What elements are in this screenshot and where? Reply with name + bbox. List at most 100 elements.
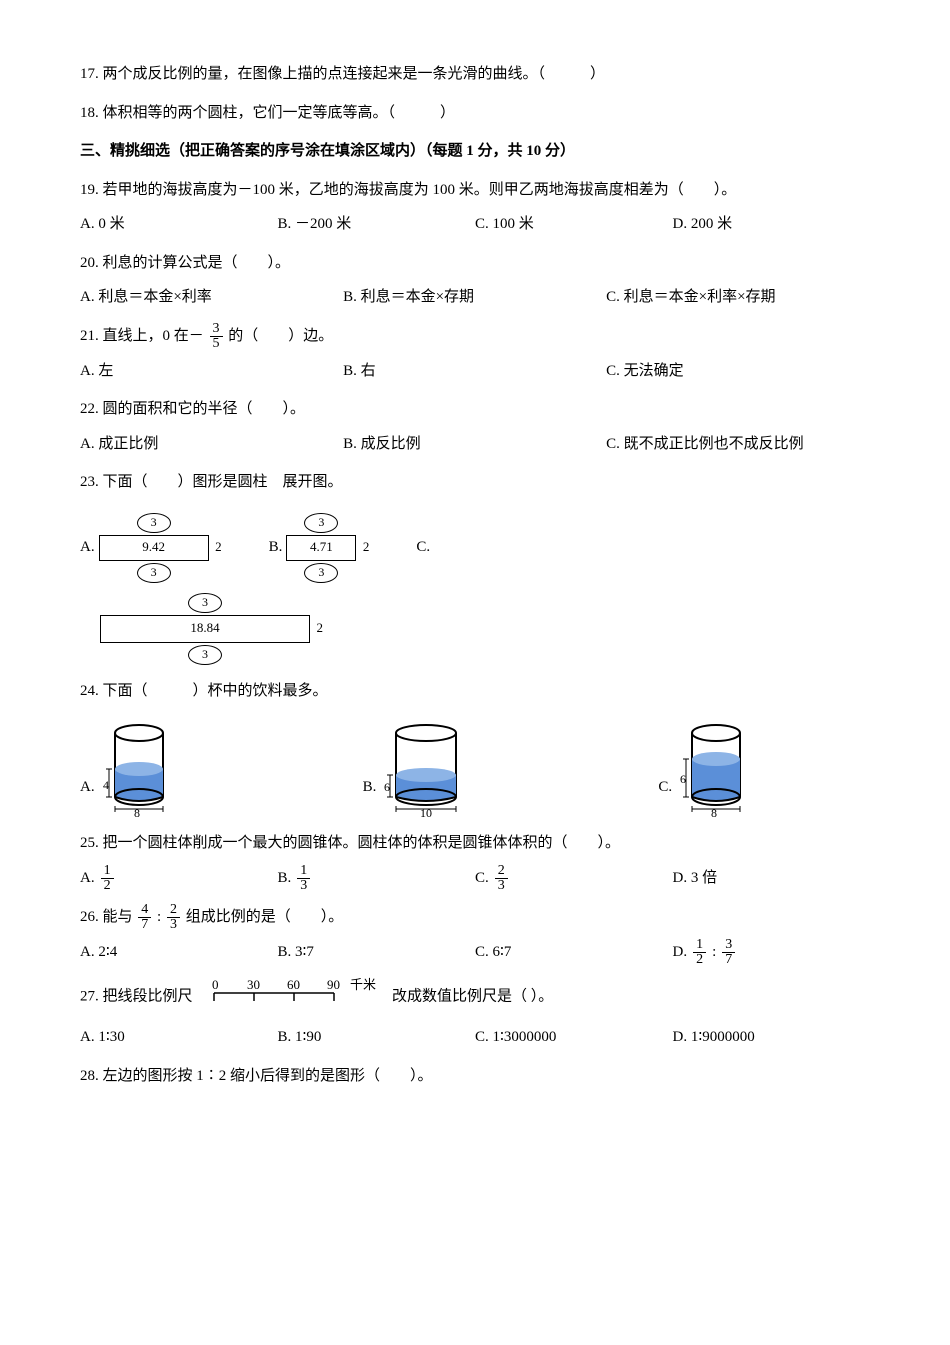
option-b[interactable]: B. 利息＝本金×存期 [343, 283, 606, 312]
cups-row: A. 4 8 B. [80, 719, 870, 819]
qnum: 22. [80, 401, 99, 417]
option-c[interactable]: C. 利息＝本金×利率×存期 [606, 283, 869, 312]
tick-1: 30 [247, 977, 260, 992]
net-bottom-circle: 3 [188, 645, 222, 665]
options: A. 2∶4 B. 3∶7 C. 6∶7 D. 12 : 37 [80, 938, 870, 967]
question-24: 24. 下面（ ）杯中的饮料最多。 A. 4 8 B. [80, 677, 870, 820]
qnum: 28. [80, 1068, 99, 1084]
net-bottom-circle: 3 [304, 563, 338, 583]
qtext: 下面（ ）图形是圆柱 展开图。 [103, 474, 343, 490]
option-b[interactable]: B. 3 4.71 2 3 [269, 511, 357, 585]
qnum: 21. [80, 328, 99, 344]
question-28: 28. 左边的图形按 1∶2 缩小后得到的是图形（ ）。 [80, 1062, 870, 1091]
cup-c-svg: 6 8 [678, 719, 748, 819]
question-23: 23. 下面（ ）图形是圆柱 展开图。 A. 3 9.42 2 3 B. 3 4… [80, 468, 870, 667]
option-d[interactable]: D. 12 : 37 [673, 938, 871, 967]
question-17: 17. 两个成反比例的量，在图像上描的点连接起来是一条光滑的曲线。（ ） [80, 60, 870, 89]
option-c[interactable]: C. [416, 533, 430, 562]
cup-height-label: 6 [384, 780, 390, 794]
fraction: 12 [101, 864, 114, 893]
option-b[interactable]: B. 6 10 [363, 719, 467, 819]
options: A. 成正比例 B. 成反比例 C. 既不成正比例也不成反比例 [80, 430, 870, 459]
net-rect: 18.84 2 [100, 615, 310, 643]
question-20: 20. 利息的计算公式是（ ）。 A. 利息＝本金×利率 B. 利息＝本金×存期… [80, 249, 870, 312]
qtext: 若甲地的海拔高度为－100 米，乙地的海拔高度为 100 米。则甲乙两地海拔高度… [103, 182, 737, 198]
qnum: 24. [80, 683, 99, 699]
option-a[interactable]: A. 1∶30 [80, 1023, 278, 1052]
option-a[interactable]: A. 4 8 [80, 719, 171, 819]
option-d[interactable]: D. 200 米 [673, 210, 871, 239]
option-c[interactable]: C. 23 [475, 864, 673, 893]
fraction: 3 5 [210, 322, 223, 351]
qnum: 18. [80, 105, 99, 121]
option-a[interactable]: A. 12 [80, 864, 278, 893]
fraction: 23 [167, 903, 180, 932]
option-d[interactable]: D. 3 倍 [673, 864, 871, 893]
question-27: 27. 把线段比例尺 0 30 60 90 千米 改成数值比例尺是（ ）。 A.… [80, 977, 870, 1052]
options: A. 利息＝本金×利率 B. 利息＝本金×存期 C. 利息＝本金×利率×存期 [80, 283, 870, 312]
option-c[interactable]: C. 既不成正比例也不成反比例 [606, 430, 869, 459]
cup-height-label: 6 [680, 772, 686, 786]
fraction: 23 [495, 864, 508, 893]
option-a[interactable]: A. 利息＝本金×利率 [80, 283, 343, 312]
cup-a-svg: 4 8 [101, 719, 171, 819]
net-row-1: A. 3 9.42 2 3 B. 3 4.71 2 3 C. [80, 511, 870, 585]
tick-0: 0 [212, 977, 219, 992]
net-top-circle: 3 [188, 593, 222, 613]
ratio-colon: : [157, 909, 161, 925]
scale-unit: 千米 [350, 977, 376, 992]
option-d[interactable]: D. 1∶9000000 [673, 1023, 871, 1052]
option-c[interactable]: C. 6 8 [658, 719, 748, 819]
option-c[interactable]: C. 6∶7 [475, 938, 673, 967]
cup-b-svg: 6 10 [382, 719, 466, 819]
option-a[interactable]: A. 2∶4 [80, 938, 278, 967]
question-19: 19. 若甲地的海拔高度为－100 米，乙地的海拔高度为 100 米。则甲乙两地… [80, 176, 870, 239]
option-b[interactable]: B. 13 [278, 864, 476, 893]
opt-label: A. [80, 533, 95, 562]
qtext: 体积相等的两个圆柱，它们一定等底等高。（ ） [103, 105, 456, 121]
qnum: 19. [80, 182, 99, 198]
cylinder-net-a: 3 9.42 2 3 [99, 511, 209, 585]
fraction: 47 [138, 903, 151, 932]
ratio-colon: : [712, 938, 716, 967]
qnum: 25. [80, 835, 99, 851]
question-18: 18. 体积相等的两个圆柱，它们一定等底等高。（ ） [80, 99, 870, 128]
qtext: 圆的面积和它的半径（ ）。 [103, 401, 306, 417]
opt-label: B. [269, 533, 283, 562]
options: A. 0 米 B. －200 米 C. 100 米 D. 200 米 [80, 210, 870, 239]
fraction: 12 [693, 938, 706, 967]
qtext-pre: 能与 [103, 909, 133, 925]
section-3-title: 三、精挑细选（把正确答案的序号涂在填涂区域内）（每题 1 分，共 10 分） [80, 137, 870, 166]
qnum: 27. [80, 988, 99, 1004]
qtext-pre: 把线段比例尺 [103, 988, 193, 1004]
qtext-pre: 直线上，0 在－ [103, 328, 204, 344]
option-a[interactable]: A. 成正比例 [80, 430, 343, 459]
tick-3: 90 [327, 977, 340, 992]
option-b[interactable]: B. 右 [343, 357, 606, 386]
option-c[interactable]: C. 无法确定 [606, 357, 869, 386]
option-a[interactable]: A. 3 9.42 2 3 [80, 511, 209, 585]
fraction: 13 [297, 864, 310, 893]
option-a[interactable]: A. 左 [80, 357, 343, 386]
options: A. 12 B. 13 C. 23 D. 3 倍 [80, 864, 870, 893]
fraction: 37 [722, 938, 735, 967]
tick-2: 60 [287, 977, 300, 992]
opt-label: B. [363, 773, 377, 802]
options: A. 左 B. 右 C. 无法确定 [80, 357, 870, 386]
option-c[interactable]: C. 1∶3000000 [475, 1023, 673, 1052]
qtext: 下面（ ）杯中的饮料最多。 [103, 683, 328, 699]
question-21: 21. 直线上，0 在－ 3 5 的（ ）边。 A. 左 B. 右 C. 无法确… [80, 322, 870, 386]
option-a[interactable]: A. 0 米 [80, 210, 278, 239]
opt-label: C. [416, 533, 430, 562]
option-b[interactable]: B. 成反比例 [343, 430, 606, 459]
option-b[interactable]: B. 1∶90 [278, 1023, 476, 1052]
option-b[interactable]: B. －200 米 [278, 210, 476, 239]
option-c[interactable]: C. 100 米 [475, 210, 673, 239]
question-26: 26. 能与 47 : 23 组成比例的是（ ）。 A. 2∶4 B. 3∶7 … [80, 903, 870, 967]
opt-label: C. [658, 773, 672, 802]
qtext-post: 的（ ）边。 [228, 328, 333, 344]
cup-diameter-label: 8 [711, 806, 717, 820]
option-b[interactable]: B. 3∶7 [278, 938, 476, 967]
net-top-circle: 3 [304, 513, 338, 533]
qtext: 左边的图形按 1∶2 缩小后得到的是图形（ ）。 [103, 1068, 433, 1084]
